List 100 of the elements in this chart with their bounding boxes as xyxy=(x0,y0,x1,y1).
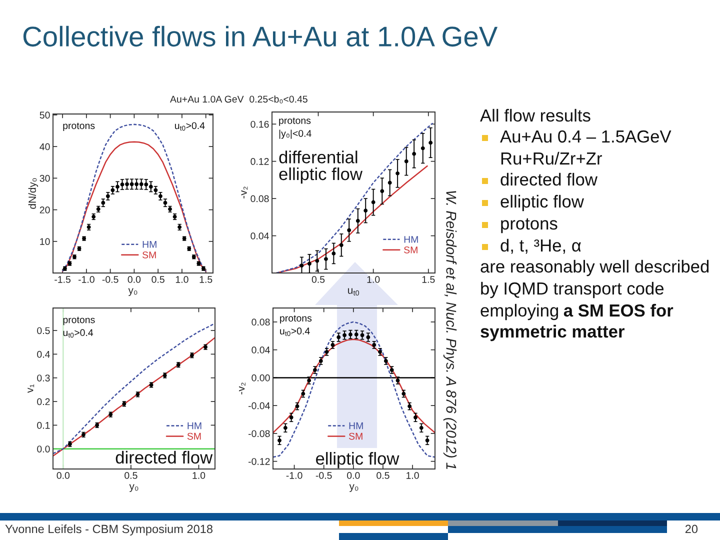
point xyxy=(360,333,364,338)
annotation: u$_{t0}$>0.4 xyxy=(280,328,310,336)
x-tick-label: -1.5 xyxy=(54,276,71,283)
point xyxy=(354,332,358,336)
line-series xyxy=(273,338,435,434)
y-tick-label: 0.04 xyxy=(252,346,270,354)
text: Au+Au 1.0A GeV 0.25<b₀<0.45 xyxy=(170,95,308,104)
x-tick-label: 0.0 xyxy=(56,472,70,479)
point xyxy=(289,415,294,420)
point xyxy=(396,171,400,176)
y-tick-label: 0.3 xyxy=(37,374,50,382)
annotation: |y₀|<0.4 xyxy=(279,130,312,139)
y-tick-label: -0.08 xyxy=(248,430,270,438)
x-tick-label: 1.5 xyxy=(200,276,212,283)
y-tick-label: 0.16 xyxy=(250,120,269,128)
point xyxy=(366,335,370,340)
x-tick-label: 0.5 xyxy=(152,276,164,283)
x-tick-label: 0.5 xyxy=(312,276,325,283)
x-tick-label: 0.0 xyxy=(128,276,141,283)
point xyxy=(120,182,124,186)
x-tick-label: 1.5 xyxy=(422,276,435,283)
text: by IQMD transport code xyxy=(481,282,664,298)
text: symmetric matter xyxy=(480,324,624,342)
y-tick-label: 0.2 xyxy=(37,398,50,406)
y-tick-label: 40 xyxy=(40,143,50,150)
text: 20 xyxy=(685,524,698,534)
point xyxy=(116,184,120,189)
text: d, t, ³He, α xyxy=(500,238,581,254)
x-tick-label: -1.0 xyxy=(286,472,302,479)
legend-label: HM xyxy=(404,236,418,243)
x-tick-label: 1.0 xyxy=(192,472,206,479)
text: Yvonne Leifels - CBM Symposium 2018 xyxy=(5,524,212,536)
point xyxy=(412,152,416,156)
text: protons xyxy=(501,218,558,234)
y-tick-label: 30 xyxy=(40,174,50,182)
legend-label: SM xyxy=(187,432,201,440)
point xyxy=(307,262,312,266)
point xyxy=(283,426,288,430)
point xyxy=(324,257,328,262)
point xyxy=(336,335,341,340)
legend-label: SM xyxy=(348,432,362,440)
point xyxy=(388,180,392,185)
x-tick-label: -1.0 xyxy=(78,276,94,283)
x-axis-title: y₀ xyxy=(128,288,138,296)
y-axis-title: dN/dy₀ xyxy=(28,178,38,209)
point xyxy=(130,182,134,186)
text: Ru+Ru/Zr+Zr xyxy=(501,152,602,165)
y-axis-title: -v₂ xyxy=(239,382,246,394)
legend-label: HM xyxy=(349,422,363,430)
y-tick-label: 0.00 xyxy=(252,374,270,382)
y-tick-label: 0.12 xyxy=(250,158,269,165)
y-tick-label: 0.1 xyxy=(37,422,50,429)
x-axis-title: y₀ xyxy=(349,484,358,492)
point xyxy=(332,251,336,256)
legend-label: HM xyxy=(188,422,202,430)
y-tick-label: -0.12 xyxy=(248,458,270,465)
text: All flow results xyxy=(480,108,590,122)
y-tick-label: 0.0 xyxy=(37,446,50,452)
point xyxy=(414,415,418,420)
point xyxy=(339,243,344,248)
point xyxy=(371,200,376,204)
text: directed flow xyxy=(500,172,598,186)
point xyxy=(425,438,430,442)
text: are reasonably well described xyxy=(480,260,709,276)
point xyxy=(342,333,347,338)
annotation: protons xyxy=(280,315,312,324)
y-tick-label: 10 xyxy=(40,238,50,246)
point xyxy=(134,182,139,186)
x-tick-label: 0.0 xyxy=(347,472,360,479)
x-tick-label: 0.5 xyxy=(376,472,390,479)
point xyxy=(419,426,424,430)
y-axis-title: -v₂ xyxy=(241,186,248,198)
point xyxy=(278,438,282,442)
x-tick-label: -0.5 xyxy=(316,472,332,479)
point xyxy=(420,146,425,150)
y-tick-label: 0.08 xyxy=(252,318,270,326)
legend-label: SM xyxy=(142,251,156,258)
point xyxy=(428,140,433,145)
x-tick-label: 0.5 xyxy=(124,472,138,479)
x-tick-label: -0.5 xyxy=(102,276,118,283)
point xyxy=(300,264,304,268)
point xyxy=(356,218,360,223)
annotation: protons xyxy=(63,122,95,132)
point xyxy=(315,258,320,263)
legend-label: SM xyxy=(404,246,418,254)
y-tick-label: 50 xyxy=(40,112,50,119)
point xyxy=(139,182,144,186)
y-axis-title: v₁ xyxy=(28,384,34,393)
text: employing xyxy=(480,304,558,320)
text: Au+Au 0.4 – 1.5AGeV xyxy=(500,130,672,143)
annotation: elliptic flow xyxy=(316,452,400,468)
text: Collective flows in Au+Au at 1.0A GeV xyxy=(23,26,498,47)
y-tick-label: 0.04 xyxy=(250,232,269,240)
x-tick-label: 1.0 xyxy=(406,472,419,479)
annotation: u$_{t0}$>0.4 xyxy=(175,122,205,131)
y-tick-label: 20 xyxy=(40,206,50,214)
point xyxy=(144,182,148,186)
y-tick-label: 0.5 xyxy=(37,327,50,334)
annotation: differential elliptic flow xyxy=(279,150,363,184)
text: elliptic flow xyxy=(500,194,584,212)
